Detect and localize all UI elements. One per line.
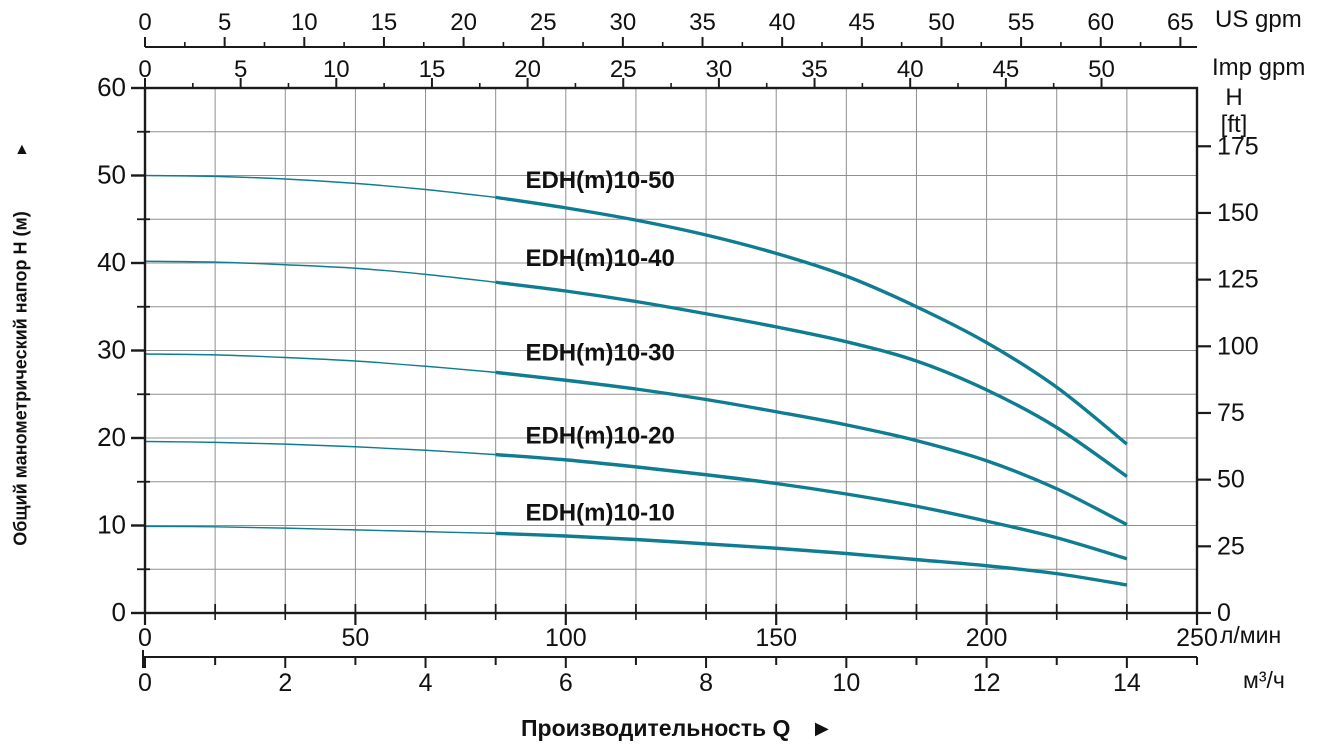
right-axis-title-h: H [1225,84,1243,111]
curve-thin-EDH(m)10-10 [144,525,496,535]
y-axis-arrow-icon: ▲ [14,141,30,158]
m3h-tick-label: 4 [419,669,433,697]
head-ft-tick-label: 25 [1217,532,1245,560]
lmin-tick-label: 100 [545,624,587,652]
head-ft-tick-label: 0 [1217,599,1231,627]
us-gpm-tick-label: 40 [769,9,796,36]
right-axis-title: H [ft] [1206,84,1262,138]
head-ft-tick-label: 150 [1217,199,1259,227]
head-m-tick-label: 50 [97,160,126,190]
right-axis-title-ft: [ft] [1220,111,1248,138]
curve-EDH(m)10-30 [495,370,1128,527]
head-ft-tick-label: 125 [1217,266,1259,294]
imp-gpm-tick-label: 30 [706,56,733,83]
us-gpm-tick-label: 60 [1087,9,1114,36]
us-gpm-tick-label: 15 [371,9,398,36]
y-axis-title: Общий манометрический напор H (м) [10,211,31,546]
curve-EDH(m)10-50 [495,195,1128,446]
us-gpm-tick-label: 10 [291,9,318,36]
lmin-unit-label: л/мин [1220,622,1282,648]
curve-EDH(m)10-10 [495,531,1128,587]
head-m-tick-label: 10 [97,510,126,540]
us-gpm-tick-label: 65 [1167,9,1194,36]
m3h-tick-label: 10 [832,669,860,697]
m3h-tick-label: 2 [278,669,292,697]
lmin-tick-label: 250 [1176,624,1218,652]
curve-EDH(m)10-20 [495,452,1128,561]
m3h-tick-label: 0 [138,669,152,697]
lmin-tick-label: 200 [966,624,1008,652]
us-gpm-tick-label: 50 [928,9,955,36]
imp-gpm-tick-label: 40 [897,56,924,83]
us-gpm-tick-label: 35 [689,9,716,36]
x-axis-title: Производительность Q ► [521,715,833,742]
head-m-tick-label: 30 [97,335,126,365]
imp-gpm-tick-label: 10 [323,56,350,83]
m3h-tick-label: 14 [1113,669,1141,697]
head-ft-tick-label: 100 [1217,332,1259,360]
curve-EDH(m)10-40 [495,280,1128,478]
m3h-tick-label: 12 [973,669,1001,697]
head-ft-tick-label: 50 [1217,466,1245,494]
us-gpm-tick-label: 55 [1008,9,1035,36]
curve-label-EDH(m)10-30: EDH(m)10-30 [525,339,674,366]
us-gpm-tick-label: 0 [138,9,151,36]
m3h-unit-label: м³/ч [1243,667,1285,693]
lmin-tick-label: 0 [138,624,152,652]
curve-thin-EDH(m)10-40 [144,260,496,283]
us-gpm-tick-label: 5 [218,9,231,36]
imp-gpm-tick-label: 25 [610,56,637,83]
imp-gpm-tick-label: 5 [234,56,247,83]
us-gpm-tick-label: 20 [450,9,477,36]
lmin-tick-label: 150 [755,624,797,652]
curve-thin-EDH(m)10-50 [144,174,496,199]
imp-gpm-tick-label: 20 [514,56,541,83]
x-axis-title-text: Производительность Q [521,715,791,741]
us-gpm-tick-label: 30 [610,9,637,36]
imp-gpm-tick-label: 45 [992,56,1019,83]
curve-thin-EDH(m)10-30 [144,353,496,374]
head-m-tick-label: 60 [97,72,126,102]
curve-label-EDH(m)10-10: EDH(m)10-10 [525,499,674,526]
imp-gpm-tick-label: 50 [1088,56,1115,83]
head-m-tick-label: 40 [97,247,126,277]
imp-gpm-unit-label: Imp gpm [1212,54,1306,81]
curve-label-EDH(m)10-50: EDH(m)10-50 [525,167,674,194]
imp-gpm-tick-label: 15 [419,56,446,83]
us-gpm-tick-label: 25 [530,9,557,36]
m3h-tick-label: 6 [559,669,573,697]
curve-label-EDH(m)10-20: EDH(m)10-20 [525,422,674,449]
imp-gpm-tick-label: 0 [138,56,151,83]
right-arrow-icon: ► [810,715,834,741]
head-ft-tick-label: 75 [1217,399,1245,427]
head-m-tick-label: 0 [112,597,126,627]
head-ft-tick-label: 175 [1217,132,1259,160]
lmin-tick-label: 50 [341,624,369,652]
curve-thin-EDH(m)10-20 [144,440,496,456]
us-gpm-unit-label: US gpm [1215,6,1302,33]
imp-gpm-tick-label: 35 [801,56,828,83]
curve-label-EDH(m)10-40: EDH(m)10-40 [525,245,674,272]
us-gpm-tick-label: 45 [848,9,875,36]
head-m-tick-label: 20 [97,422,126,452]
m3h-tick-label: 8 [699,669,713,697]
